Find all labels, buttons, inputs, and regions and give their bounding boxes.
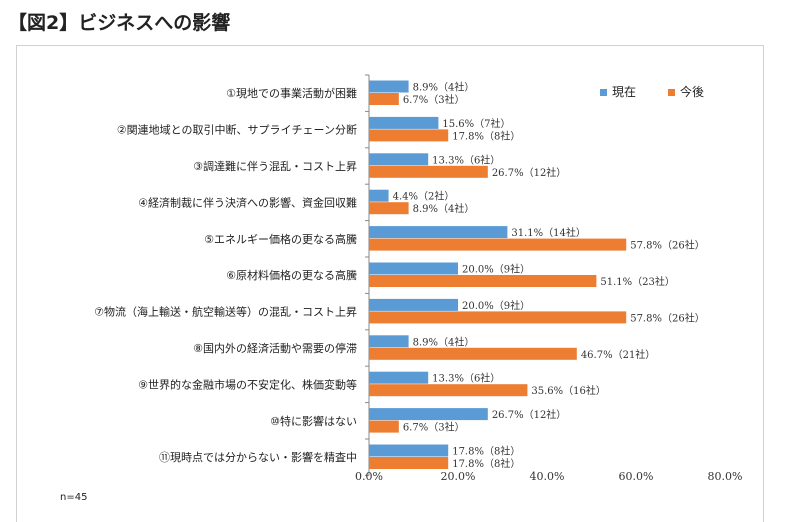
data-label-future: 57.8%（26社） xyxy=(630,239,705,252)
chart-labels: 0.0% 20.0% 40.0% 60.0% 80.0% ①現地での事業活動が困難 8.9%… xyxy=(94,81,742,484)
data-label-future: 17.8%（8社） xyxy=(452,457,520,470)
category-label: ⑨世界的な金融市場の不安定化、株価変動等 xyxy=(138,377,357,391)
legend-swatch-future xyxy=(668,89,675,96)
bar-current xyxy=(369,444,449,457)
category-label: ②関連地域との取引中断、サプライチェーン分断 xyxy=(117,123,357,137)
bar-future xyxy=(369,275,597,287)
bar-future xyxy=(369,165,488,178)
chart-frame xyxy=(16,45,764,522)
data-label-current: 15.6%（7社） xyxy=(442,117,510,130)
data-label-current: 8.9%（4社） xyxy=(413,335,475,348)
chart-legend: 現在 今後 xyxy=(600,84,704,99)
x-tick-label: 20.0% xyxy=(441,470,476,483)
category-label: ①現地での事業活動が困難 xyxy=(226,86,357,100)
data-label-current: 20.0%（9社） xyxy=(462,299,530,312)
category-label: ⑦物流（海上輸送・航空輸送等）の混乱・コスト上昇 xyxy=(94,305,357,319)
bar-future xyxy=(369,311,627,324)
chart-bars xyxy=(369,80,627,469)
bar-future xyxy=(369,238,627,251)
x-tick-label: 40.0% xyxy=(530,470,565,483)
bar-future xyxy=(369,457,449,469)
data-label-future: 6.7%（3社） xyxy=(403,421,465,434)
x-tick-label: 60.0% xyxy=(619,470,654,483)
x-tick-label: 0.0% xyxy=(355,470,383,483)
bar-current xyxy=(369,335,409,348)
bar-current xyxy=(369,371,429,384)
data-label-future: 46.7%（21社） xyxy=(581,348,656,361)
bar-future xyxy=(369,93,399,105)
category-label: ⑧国内外の経済活動や需要の停滞 xyxy=(193,341,357,355)
data-label-future: 17.8%（8社） xyxy=(452,129,520,142)
data-label-future: 8.9%（4社） xyxy=(413,202,475,215)
data-label-current: 13.3%（6社） xyxy=(432,153,500,166)
bar-future xyxy=(369,129,449,142)
category-label: ④経済制裁に伴う決済への影響、資金回収難 xyxy=(138,195,357,209)
bar-current xyxy=(369,189,389,202)
bar-current xyxy=(369,80,409,93)
data-label-future: 26.7%（12社） xyxy=(492,166,567,179)
legend-label-current: 現在 xyxy=(612,85,636,99)
legend-swatch-current xyxy=(600,89,607,96)
bar-future xyxy=(369,384,528,397)
category-label: ③調達難に伴う混乱・コスト上昇 xyxy=(193,159,357,173)
data-label-future: 35.6%（16社） xyxy=(531,384,606,397)
category-label: ⑩特に影響はない xyxy=(270,414,357,428)
data-label-current: 26.7%（12社） xyxy=(492,408,567,421)
data-label-current: 17.8%（8社） xyxy=(452,445,520,458)
bar-current xyxy=(369,226,508,239)
bar-current xyxy=(369,262,458,275)
data-label-current: 4.4%（2社） xyxy=(393,190,455,203)
legend-label-future: 今後 xyxy=(680,84,704,99)
data-label-current: 8.9%（4社） xyxy=(413,81,475,94)
data-label-current: 13.3%（6社） xyxy=(432,372,500,385)
data-label-current: 20.0%（9社） xyxy=(462,263,530,276)
bar-future xyxy=(369,420,399,433)
bar-future xyxy=(369,202,409,215)
category-label: ⑤エネルギー価格の更なる高騰 xyxy=(204,232,357,246)
data-label-future: 57.8%（26社） xyxy=(630,311,705,324)
bar-current xyxy=(369,153,429,166)
sample-size-note: n=45 xyxy=(60,492,87,503)
bar-future xyxy=(369,347,577,360)
bar-current xyxy=(369,116,439,129)
page-title: 【図2】ビジネスへの影響 xyxy=(8,12,231,34)
x-tick-label: 80.0% xyxy=(708,470,743,483)
bar-current xyxy=(369,298,458,311)
data-label-future: 6.7%（3社） xyxy=(403,93,465,106)
data-label-current: 31.1%（14社） xyxy=(511,226,586,239)
category-label: ⑥原材料価格の更なる高騰 xyxy=(226,268,357,282)
chart-axis xyxy=(365,74,370,476)
data-label-future: 51.1%（23社） xyxy=(600,275,675,288)
category-label: ⑪現時点では分からない・影響を精査中 xyxy=(159,450,357,464)
bar-current xyxy=(369,408,488,421)
